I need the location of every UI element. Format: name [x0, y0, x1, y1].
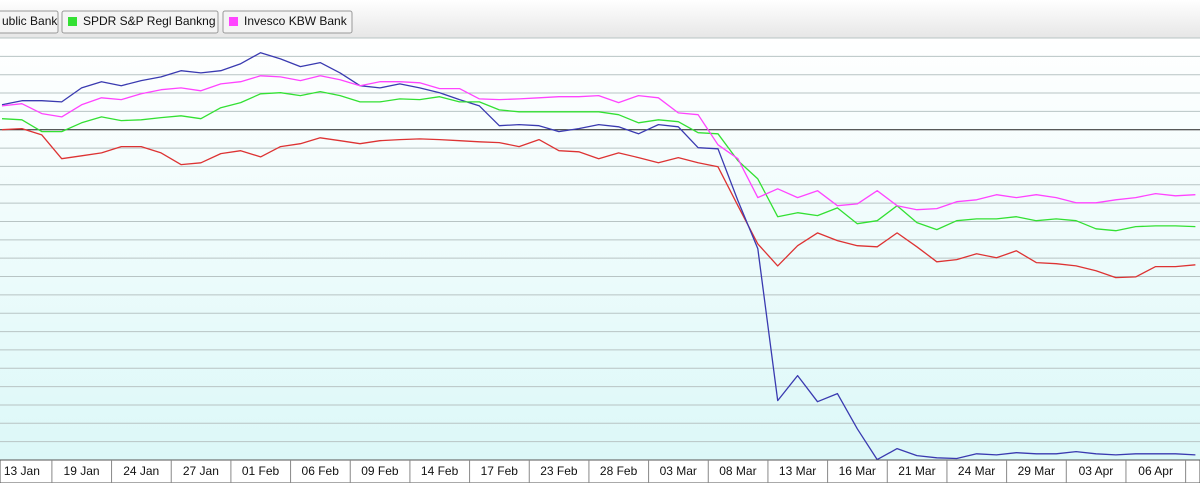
- x-tick-label: 03 Apr: [1079, 464, 1114, 478]
- x-tick-label: 13 Jan: [4, 464, 40, 478]
- series-line: [1, 127, 1196, 279]
- x-tick-label: 23 Feb: [540, 464, 578, 478]
- x-tick-label: 28 Feb: [600, 464, 638, 478]
- legend-label: ublic Bank: [2, 14, 58, 28]
- legend-item[interactable]: [61, 10, 219, 34]
- x-tick-label: 01 Feb: [242, 464, 280, 478]
- legend-item[interactable]: [222, 10, 353, 34]
- x-tick-label: 08 Mar: [719, 464, 756, 478]
- x-tick-label: 29 Mar: [1018, 464, 1055, 478]
- series-line: [1, 52, 1196, 461]
- plot-area: [0, 38, 1200, 460]
- x-tick-label: 13 Mar: [779, 464, 816, 478]
- x-tick-label: 16 Mar: [839, 464, 876, 478]
- x-tick-label: 09 Feb: [361, 464, 399, 478]
- legend-swatch: [229, 17, 238, 26]
- series-line: [1, 90, 1196, 232]
- legend-label: Invesco KBW Bank: [244, 14, 348, 28]
- legend-label: SPDR S&P Regl Bankng: [83, 14, 216, 28]
- x-tick-label: 06 Apr: [1138, 464, 1173, 478]
- x-tick-label: 21 Mar: [898, 464, 935, 478]
- legend-swatch: [68, 17, 77, 26]
- x-tick-label: 24 Jan: [123, 464, 159, 478]
- legend-item[interactable]: [0, 10, 59, 34]
- series-line: [1, 75, 1196, 211]
- x-tick-label: 06 Feb: [302, 464, 340, 478]
- x-tick-label: 14 Feb: [421, 464, 459, 478]
- x-tick-label: 24 Mar: [958, 464, 995, 478]
- x-tick-label: 19 Jan: [64, 464, 100, 478]
- x-tick-label: 03 Mar: [660, 464, 697, 478]
- x-tick-label: 17 Feb: [481, 464, 519, 478]
- x-tick-label: 27 Jan: [183, 464, 219, 478]
- x-axis-band: [0, 459, 1200, 483]
